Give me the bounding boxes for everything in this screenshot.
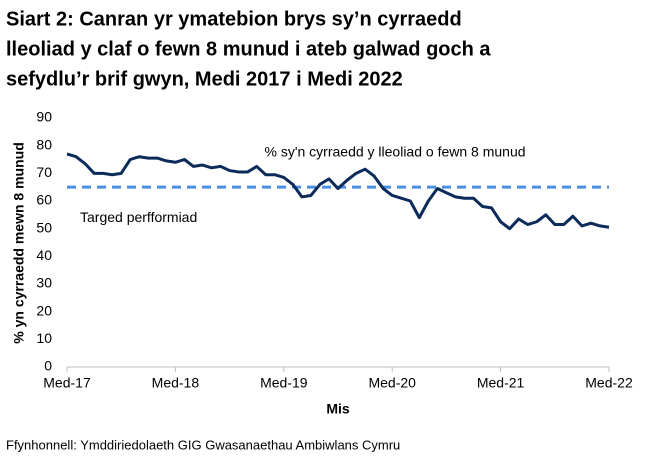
y-tick-label: 40 [36, 247, 52, 263]
y-tick-label: 10 [36, 330, 52, 346]
chart-title: sefydlu’r brif gwyn, Medi 2017 i Medi 20… [6, 68, 403, 90]
y-tick-label: 60 [36, 192, 52, 208]
x-tick-label: Med-19 [260, 375, 308, 391]
y-tick-label: 90 [36, 109, 52, 125]
source: Ffynhonnell: Ymddiriedolaeth GIG Gwasana… [6, 437, 400, 452]
y-axis-label: % yn cyrraedd mewn 8 munud [11, 142, 27, 344]
chart-title: Siart 2: Canran yr ymatebion brys sy’n c… [6, 8, 462, 30]
y-tick-label: 80 [36, 136, 52, 152]
x-tick-label: Med-20 [368, 375, 416, 391]
y-tick-label: 0 [44, 358, 52, 374]
x-tick-label: Med-22 [585, 375, 633, 391]
x-tick-label: Med-18 [152, 375, 200, 391]
series-label: % sy'n cyrraedd y lleoliad o fewn 8 munu… [264, 144, 525, 160]
data-line [66, 152, 610, 231]
y-tick-label: 30 [36, 275, 52, 291]
x-tick-label: Med-21 [477, 375, 525, 391]
target-label: Targed perfformiad [80, 209, 197, 225]
x-tick-label: Med-17 [43, 375, 91, 391]
chart-title: lleoliad y claf o fewn 8 munud i ateb ga… [6, 38, 491, 60]
x-axis-label: Mis [326, 401, 350, 417]
y-tick-label: 70 [36, 164, 52, 180]
y-tick-label: 50 [36, 219, 52, 235]
y-tick-label: 20 [36, 302, 52, 318]
